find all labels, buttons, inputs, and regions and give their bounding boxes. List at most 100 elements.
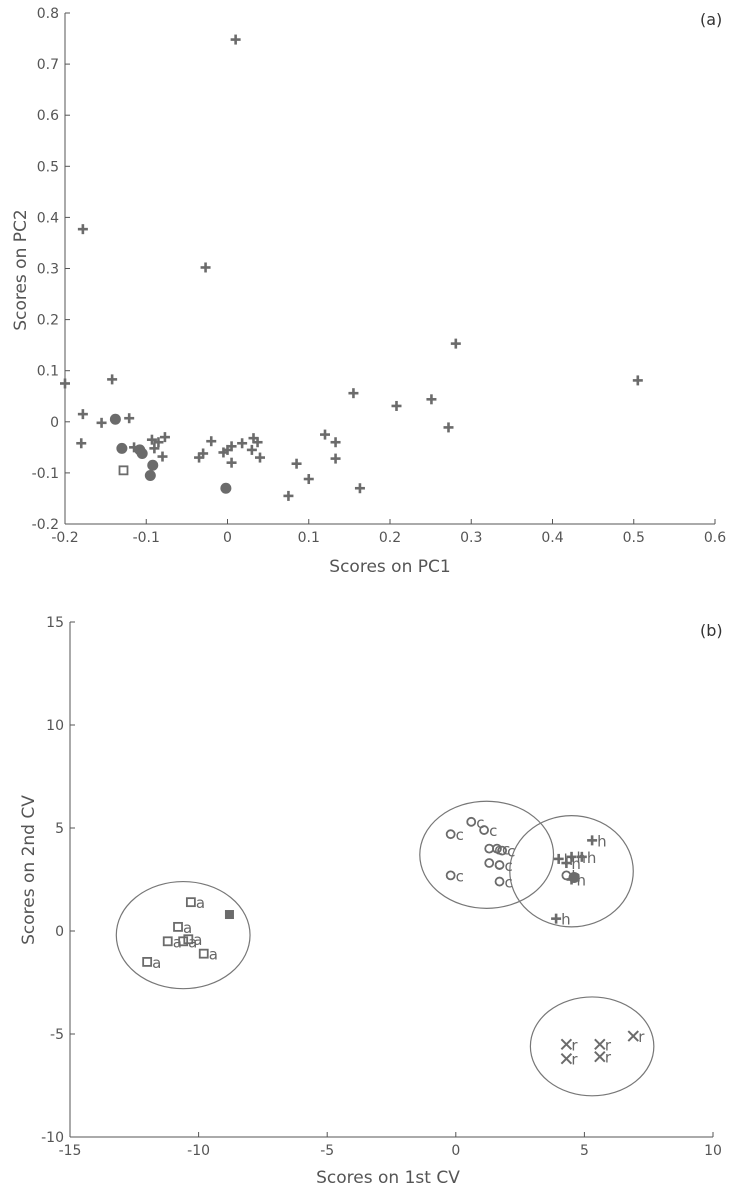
x-tick-label: 0.6	[704, 530, 726, 546]
x-marker	[627, 1030, 639, 1042]
x-marker	[594, 1050, 606, 1063]
point-label-c: c	[489, 822, 497, 840]
plus-marker	[230, 34, 241, 45]
x-marker-b	[594, 1050, 606, 1063]
plus-marker	[252, 437, 263, 448]
x-marker-b	[594, 1038, 606, 1051]
filled-circle-marker	[144, 469, 156, 481]
plus-marker	[320, 429, 330, 440]
open-circle-marker	[497, 845, 507, 856]
x-tick-label: 0.4	[541, 530, 563, 546]
point-label-h: h	[597, 832, 607, 850]
ellipse-group-c	[419, 800, 555, 909]
open-circle-marker	[484, 843, 495, 854]
open-circle-marker	[445, 870, 456, 881]
filled-square-marker	[224, 910, 234, 920]
point-label-h: h	[561, 911, 571, 929]
point-label-a: a	[173, 933, 182, 951]
x-marker-b	[627, 1030, 639, 1042]
y-axis-label: Scores on PC2	[11, 209, 31, 330]
filled-circle-marker	[220, 482, 232, 494]
pca-scores-svg: (a) Scores on PC1 Scores on PC2 -0.2 -0.1…	[11, 6, 726, 577]
ellipse-group-r	[529, 996, 655, 1097]
x-tick-label: -15	[59, 1143, 82, 1159]
filled-circle-marker	[109, 413, 121, 425]
panel-label-b: (b)	[700, 621, 723, 640]
plus-marker	[226, 457, 237, 468]
plus-marker	[443, 422, 454, 433]
point-label-a: a	[183, 919, 192, 937]
x-axis-label: Scores on 1st CV	[316, 1168, 460, 1188]
plus-marker	[76, 438, 87, 449]
plus-marker	[226, 441, 237, 452]
plus-marker	[291, 458, 302, 469]
x-tick-label: -0.1	[133, 530, 160, 546]
plus-marker	[60, 378, 70, 389]
point-label-r: r	[571, 1036, 578, 1054]
open-square-marker	[183, 934, 194, 945]
plus-marker	[200, 262, 211, 273]
pca-scores-chart: (a) Scores on PC1 Scores on PC2 -0.2 -0.1…	[0, 0, 745, 600]
y-tick-label: 5	[55, 821, 64, 837]
y-tick-label: 10	[46, 718, 64, 734]
plus-marker	[146, 434, 157, 445]
open-square-marker	[173, 921, 183, 932]
x-tick-label: -5	[320, 1143, 334, 1159]
point-label-a: a	[152, 954, 161, 972]
panel-label-a: (a)	[700, 10, 722, 29]
open-circle-marker	[492, 843, 502, 854]
plus-marker	[157, 451, 168, 462]
y-tick-label: -5	[50, 1027, 64, 1043]
y-tick-label: 15	[46, 615, 64, 631]
open-circle-marker	[494, 876, 505, 887]
y-tick-label: 0.2	[37, 313, 59, 329]
filled-circle-marker	[568, 871, 580, 883]
plus-marker	[149, 443, 160, 454]
plus-marker	[450, 338, 461, 349]
point-label-a: a	[196, 894, 205, 912]
open-circle-marker	[494, 860, 505, 870]
y-tick-label: 0.7	[37, 57, 59, 73]
open-square-marker	[178, 936, 189, 947]
y-tick-label: -0.2	[32, 517, 59, 533]
plus-marker	[206, 436, 217, 447]
x-tick-label: 5	[580, 1143, 589, 1159]
y-tick-label: 0.5	[37, 159, 59, 175]
open-square-marker	[118, 465, 129, 476]
point-label-r: r	[605, 1049, 612, 1067]
open-circle-marker	[479, 825, 489, 835]
open-circle-marker	[466, 816, 477, 827]
plus-marker	[330, 453, 341, 464]
x-tick-label: 0	[451, 1143, 460, 1159]
plus-marker	[426, 394, 437, 405]
plus-marker	[153, 437, 164, 448]
x-marker	[560, 1053, 573, 1065]
point-label-h: h	[564, 851, 574, 869]
x-tick-label: -0.2	[51, 530, 78, 546]
plus-marker	[198, 448, 209, 459]
point-label-r: r	[638, 1028, 645, 1046]
point-label-h: h	[571, 855, 581, 873]
plus-marker	[159, 432, 170, 443]
y-tick-label: 0.4	[37, 210, 59, 226]
open-square-marker	[185, 897, 196, 908]
plus-marker	[553, 853, 564, 864]
plus-marker	[107, 374, 118, 385]
cv-scores-svg: (b) Scores on 1st CV Scores on 2nd CV -1…	[19, 615, 723, 1188]
filled-circle-marker	[147, 459, 159, 471]
plus-marker	[391, 400, 402, 411]
plus-marker	[246, 444, 257, 455]
y-tick-label: 0.8	[37, 6, 59, 22]
point-label-r: r	[571, 1051, 578, 1069]
plus-marker	[576, 851, 587, 862]
filled-circle-marker	[136, 447, 148, 459]
y-tick-label: 0	[50, 415, 59, 431]
point-label-c: c	[505, 857, 513, 875]
plus-marker	[354, 483, 365, 494]
x-tick-label: 0.2	[379, 530, 401, 546]
plus-marker	[303, 474, 314, 485]
y-axis-label: Scores on 2nd CV	[19, 795, 39, 945]
x-tick-label: 0.1	[298, 530, 320, 546]
point-label-c: c	[456, 867, 464, 885]
filled-circle-marker	[116, 442, 128, 454]
